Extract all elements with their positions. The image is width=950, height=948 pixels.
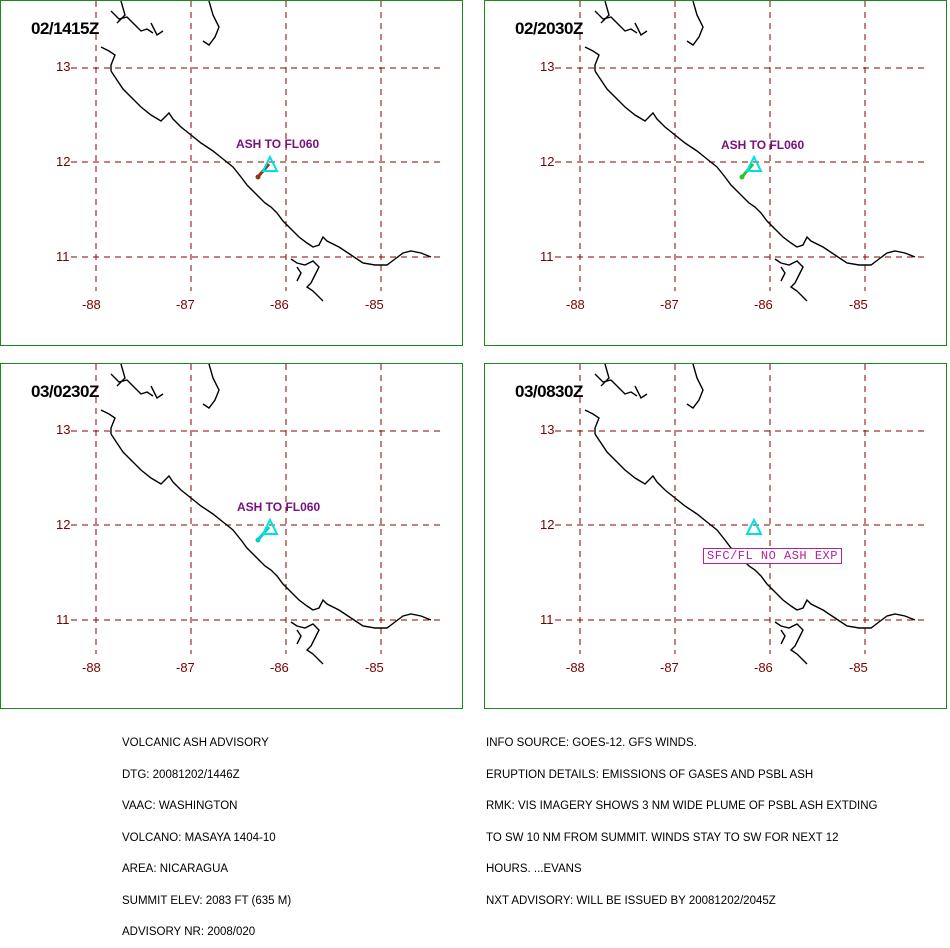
coastline	[110, 373, 154, 397]
lat-label-11: 11	[56, 612, 70, 627]
map-panel-2: 02/2030Z ASH TO FL060 13 12 11 -88 -87 -…	[484, 0, 947, 346]
valid-time: 02/2030Z	[515, 19, 583, 38]
advisory-line: AREA: NICARAGUA	[122, 863, 229, 875]
ash-plume-tip	[255, 174, 261, 180]
lat-label-13: 13	[56, 59, 71, 74]
lat-label-12: 12	[540, 517, 555, 532]
lat-label-11: 11	[540, 249, 554, 264]
coastline	[202, 1, 220, 46]
lon-label-86: -86	[754, 297, 773, 312]
no-ash-label: SFC/FL NO ASH EXP	[703, 548, 842, 564]
ash-plume-tip	[739, 174, 745, 180]
coastline	[100, 409, 116, 434]
volcano-icon	[745, 517, 763, 535]
map-panel-3: 03/0230Z ASH TO FL060 13 12 11 -88 -87 -…	[0, 363, 463, 709]
advisory-line: VOLCANIC ASH ADVISORY	[122, 737, 269, 749]
valid-time: 03/0830Z	[515, 382, 583, 401]
coastline	[600, 1, 610, 24]
advisory-line: SUMMIT ELEV: 2083 FT (635 M)	[122, 894, 292, 907]
lon-label-85: -85	[849, 297, 868, 312]
lon-label-87: -87	[660, 660, 679, 675]
advisory-line: HOURS. ...EVANS	[486, 863, 582, 875]
coastline	[774, 258, 808, 302]
advisory-header-block: VOLCANIC ASH ADVISORY DTG: 20081202/1446…	[122, 717, 291, 948]
lon-label-87: -87	[660, 297, 679, 312]
advisory-line: VAAC: WASHINGTON	[122, 800, 238, 812]
advisory-line: ERUPTION DETAILS: EMISSIONS OF GASES AND…	[486, 768, 814, 781]
ash-label: ASH TO FL060	[237, 500, 321, 514]
lon-label-88: -88	[82, 297, 101, 312]
coastline	[600, 364, 610, 387]
coastline	[110, 433, 432, 629]
advisory-line: DTG: 20081202/1446Z	[122, 768, 240, 781]
lon-label-87: -87	[176, 660, 195, 675]
lat-label-13: 13	[540, 59, 555, 74]
lon-label-86: -86	[270, 660, 289, 675]
coastline	[100, 46, 116, 71]
lat-label-12: 12	[56, 517, 71, 532]
volcano-icon	[745, 154, 763, 172]
coastline	[594, 433, 916, 629]
coastline	[290, 621, 324, 665]
advisory-line: RMK: VIS IMAGERY SHOWS 3 NM WIDE PLUME O…	[486, 800, 878, 812]
lat-label-12: 12	[56, 154, 71, 169]
coastline	[634, 22, 648, 37]
map-panel-1: 02/1415Z ASH TO FL060 13 12 11 -88 -87 -…	[0, 0, 463, 346]
ash-label: ASH TO FL060	[721, 138, 805, 152]
volcano-icon	[261, 517, 279, 535]
coastline	[150, 22, 164, 37]
advisory-line: NXT ADVISORY: WILL BE ISSUED BY 20081202…	[486, 894, 776, 907]
lat-label-11: 11	[540, 612, 554, 627]
lon-label-86: -86	[754, 660, 773, 675]
lon-label-88: -88	[82, 660, 101, 675]
valid-time: 02/1415Z	[31, 19, 99, 38]
advisory-details-block: INFO SOURCE: GOES-12. GFS WINDS. ERUPTIO…	[486, 717, 878, 917]
coastline	[110, 70, 432, 266]
map-canvas	[71, 364, 441, 665]
advisory-line: INFO SOURCE: GOES-12. GFS WINDS.	[486, 737, 697, 749]
coastline	[594, 70, 916, 266]
coastline	[116, 1, 126, 24]
volcano-icon	[261, 154, 279, 172]
coastline	[150, 385, 164, 400]
map-canvas	[555, 364, 925, 665]
map-canvas	[555, 1, 925, 302]
map-panel-4: 03/0830Z SFC/FL NO ASH EXP 13 12 11 -88 …	[484, 363, 947, 709]
lon-label-85: -85	[365, 660, 384, 675]
coastline	[780, 629, 786, 645]
coastline	[780, 266, 786, 282]
lat-label-11: 11	[56, 249, 70, 264]
coastline	[774, 621, 808, 665]
lon-label-88: -88	[566, 297, 585, 312]
coastline	[634, 385, 648, 400]
advisory-line: TO SW 10 NM FROM SUMMIT. WINDS STAY TO S…	[486, 831, 839, 844]
ash-label: ASH TO FL060	[236, 137, 320, 151]
coastline	[290, 258, 324, 302]
ash-plume-tip	[255, 537, 261, 543]
lon-label-85: -85	[365, 297, 384, 312]
lon-label-88: -88	[566, 660, 585, 675]
lat-label-13: 13	[540, 422, 555, 437]
valid-time: 03/0230Z	[31, 382, 99, 401]
coastline	[594, 373, 638, 397]
coastline	[594, 10, 638, 34]
coastline	[686, 1, 704, 46]
lat-label-12: 12	[540, 154, 555, 169]
coastline	[296, 266, 302, 282]
lat-label-13: 13	[56, 422, 71, 437]
lon-label-86: -86	[270, 297, 289, 312]
lon-label-85: -85	[849, 660, 868, 675]
coastline	[686, 364, 704, 409]
advisory-line: VOLCANO: MASAYA 1404-10	[122, 831, 276, 844]
coastline	[202, 364, 220, 409]
coastline	[116, 364, 126, 387]
coastline	[584, 409, 600, 434]
coastline	[110, 10, 154, 34]
coastline	[296, 629, 302, 645]
lon-label-87: -87	[176, 297, 195, 312]
map-canvas	[71, 1, 441, 302]
coastline	[584, 46, 600, 71]
advisory-line: ADVISORY NR: 2008/020	[122, 926, 256, 938]
